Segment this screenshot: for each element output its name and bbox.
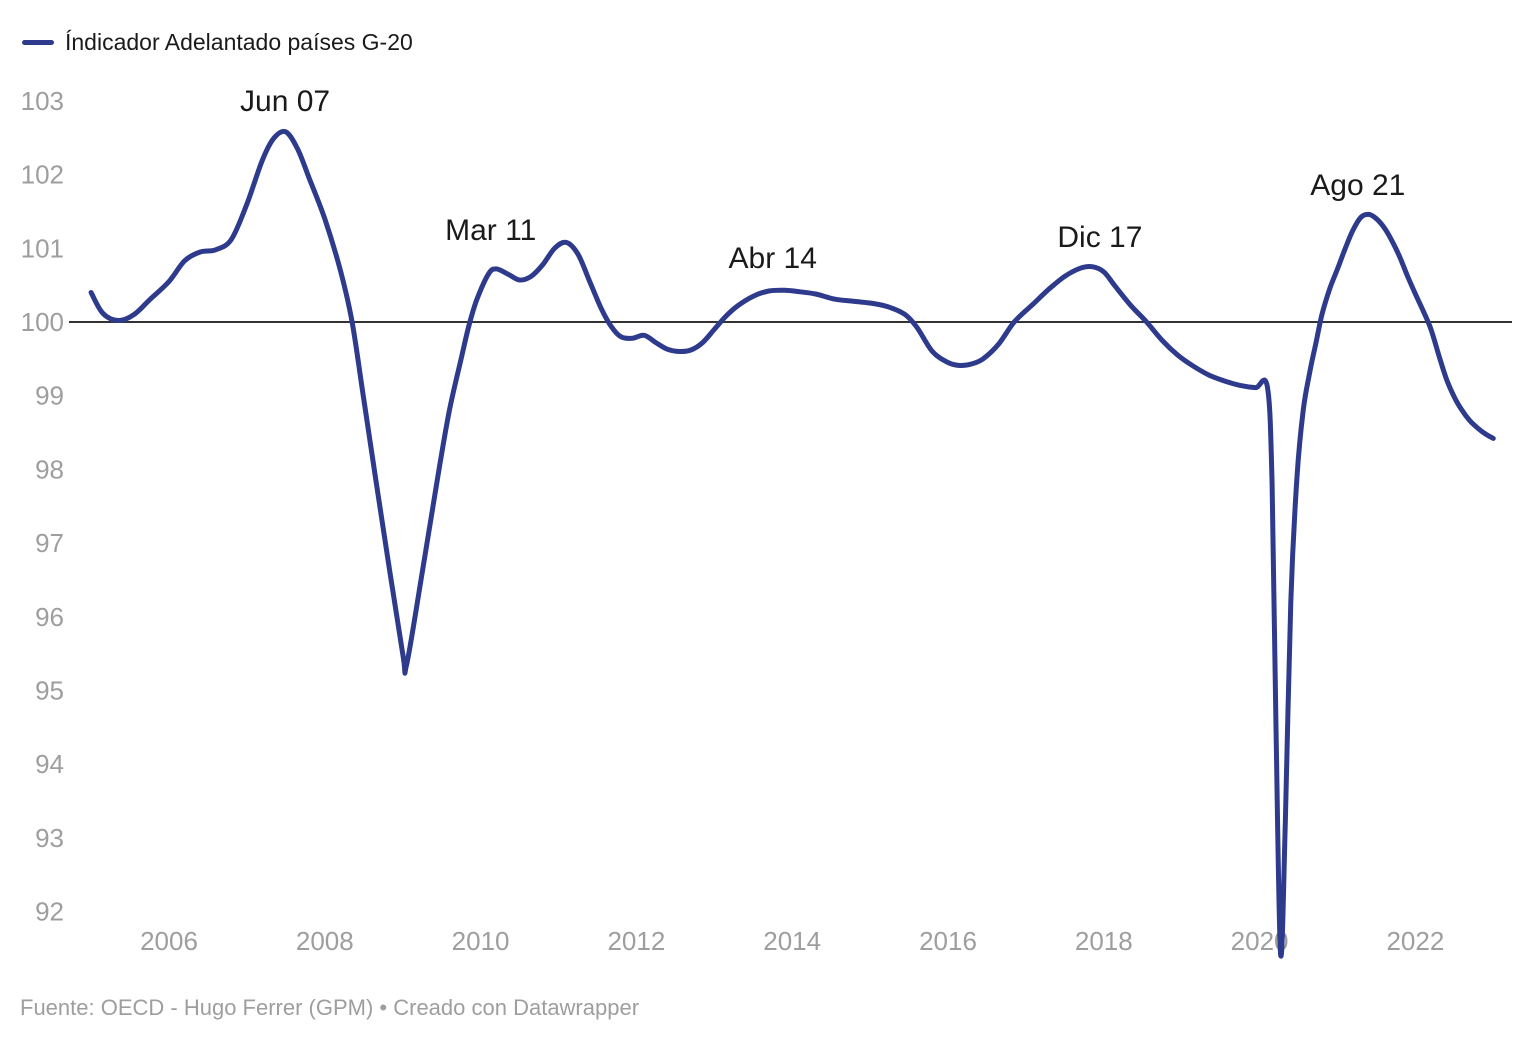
y-axis-tick-label: 92	[35, 897, 64, 927]
x-axis-tick-label: 2006	[140, 926, 198, 956]
legend-line-swatch-icon	[22, 40, 54, 45]
x-axis-tick-label: 2010	[452, 926, 510, 956]
attribution: Fuente: OECD - Hugo Ferrer (GPM) • Cread…	[20, 995, 640, 1020]
y-axis-tick-label: 100	[21, 307, 64, 337]
y-axis-tick-label: 102	[21, 160, 64, 190]
series-line	[88, 128, 1496, 959]
y-axis-tick-label: 98	[35, 454, 64, 484]
y-axis-tick-label: 99	[35, 381, 64, 411]
x-axis-tick-label: 2022	[1386, 926, 1444, 956]
x-axis-tick-label: 2018	[1075, 926, 1133, 956]
x-axis-tick-label: 2008	[296, 926, 354, 956]
y-axis-tick-label: 96	[35, 602, 64, 632]
legend: Índicador Adelantado países G-20	[22, 31, 413, 54]
annotation-label: Ago 21	[1310, 169, 1405, 202]
x-axis-tick-label: 2012	[607, 926, 665, 956]
y-axis-tick-label: 93	[35, 823, 64, 853]
y-axis-tick-label: 95	[35, 676, 64, 706]
x-axis-tick-label: 2016	[919, 926, 977, 956]
y-axis-tick-label: 97	[35, 528, 64, 558]
y-axis-tick-label: 94	[35, 749, 64, 779]
legend-label: Índicador Adelantado países G-20	[65, 29, 413, 55]
annotation-label: Abr 14	[729, 242, 817, 275]
annotation-label: Mar 11	[445, 214, 536, 247]
y-axis-tick-label: 103	[21, 86, 64, 116]
y-axis-tick-label: 101	[21, 233, 64, 263]
annotation-label: Dic 17	[1057, 221, 1142, 254]
x-axis-tick-label: 2014	[763, 926, 821, 956]
annotation-label: Jun 07	[240, 85, 330, 118]
